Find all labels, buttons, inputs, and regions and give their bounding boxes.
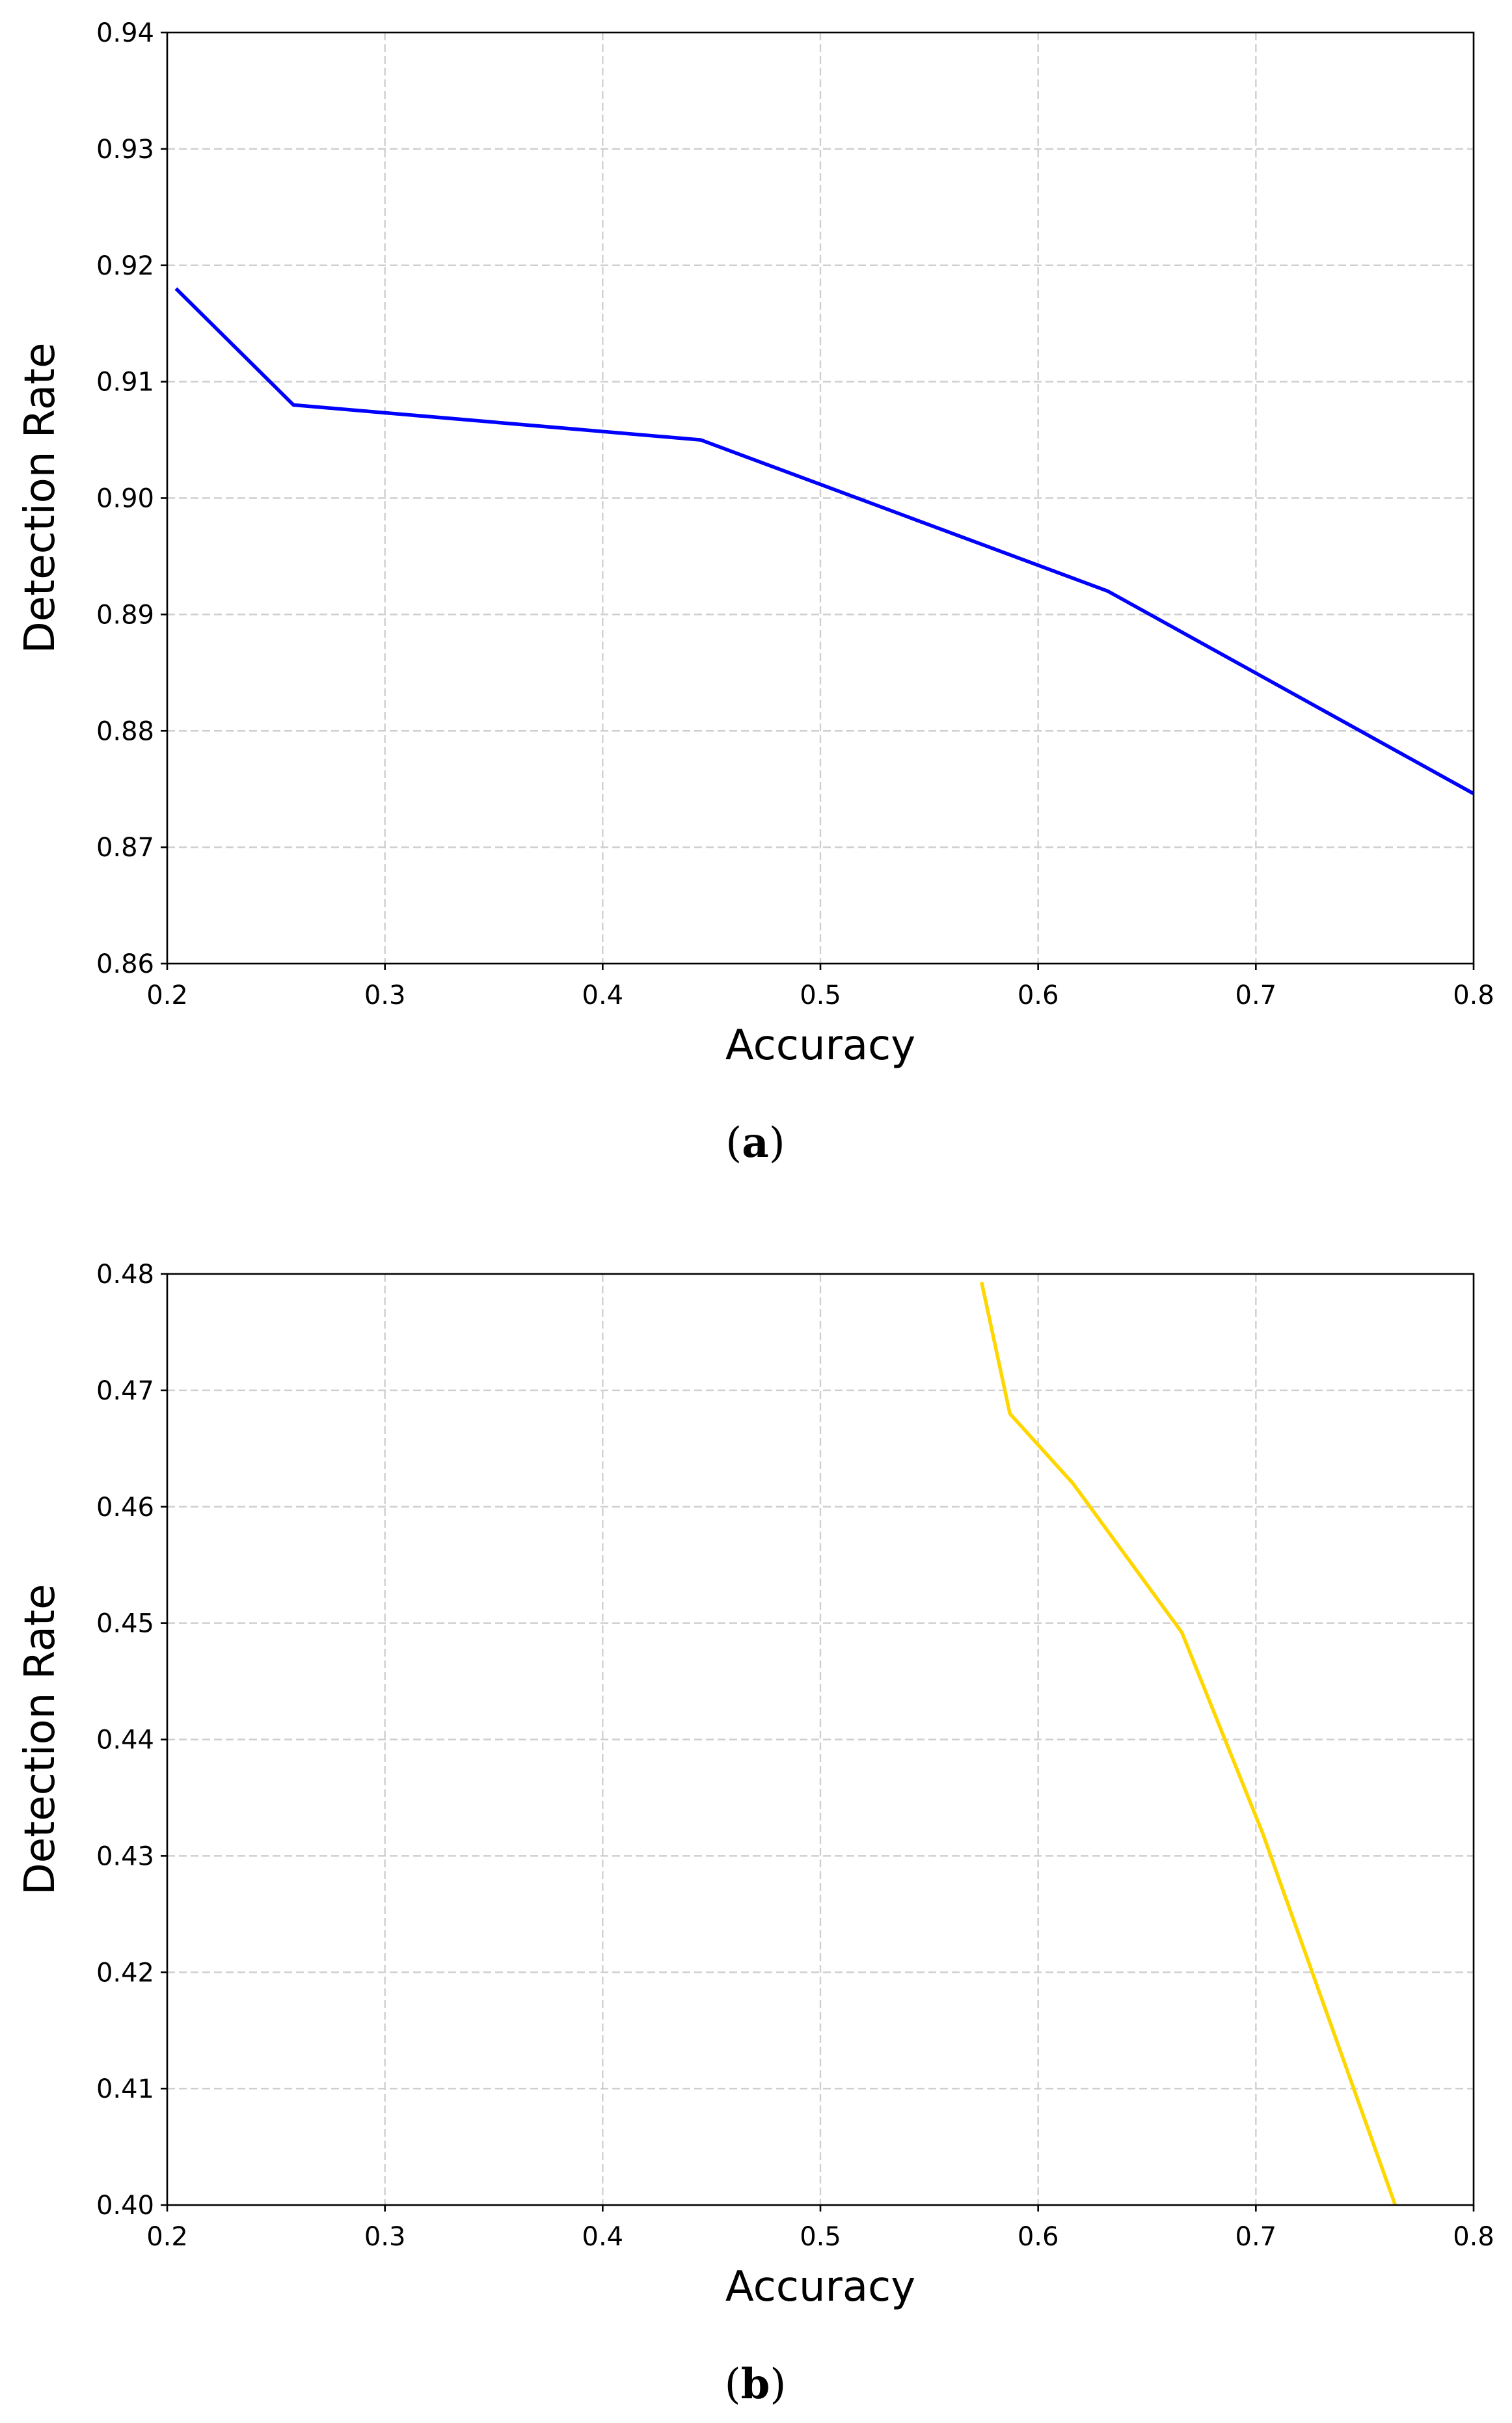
- y-tick-label: 0.91: [96, 368, 154, 398]
- x-tick-label: 0.4: [582, 2222, 624, 2252]
- x-axis-label: Accuracy: [725, 2263, 915, 2311]
- y-tick-label: 0.90: [96, 484, 154, 514]
- chart-panel-a: 0.2 0.3 0.4 0.5 0.6 0.7 0.8 0.86 0.87 0.88 0.89 0.9…: [16, 18, 1494, 1167]
- x-tick-label: 0.8: [1453, 981, 1494, 1010]
- x-tick-label: 0.2: [146, 2222, 188, 2252]
- y-tick-label: 0.44: [96, 1726, 154, 1755]
- x-tick-label: 0.6: [1018, 981, 1059, 1010]
- series-line-0: [980, 1281, 1397, 2205]
- x-tick-label: 0.2: [146, 981, 188, 1010]
- y-tick-label: 0.93: [96, 135, 154, 165]
- panel-caption: (b): [725, 2360, 787, 2409]
- y-tick-label: 0.47: [96, 1376, 154, 1406]
- y-tick-label: 0.86: [96, 949, 154, 979]
- y-tick-label: 0.89: [96, 600, 154, 630]
- x-tick-label: 0.5: [800, 2222, 841, 2252]
- chart-panel-b: 0.2 0.3 0.4 0.5 0.6 0.7 0.8 0.40 0.41 0.42 0.43 0.4…: [16, 1260, 1494, 2409]
- x-axis-label: Accuracy: [725, 1022, 915, 1070]
- x-tick-label: 0.8: [1453, 2222, 1494, 2252]
- y-tick-label: 0.92: [96, 251, 154, 281]
- y-axis-label: Detection Rate: [16, 1584, 64, 1895]
- y-tick-label: 0.88: [96, 716, 154, 746]
- x-tick-label: 0.7: [1235, 2222, 1277, 2252]
- x-tick-label: 0.3: [364, 2222, 406, 2252]
- y-tick-label: 0.41: [96, 2074, 154, 2104]
- x-tick-label: 0.7: [1235, 981, 1277, 1010]
- y-tick-label: 0.48: [96, 1260, 154, 1290]
- y-tick-label: 0.94: [96, 18, 154, 48]
- x-tick-label: 0.6: [1018, 2222, 1059, 2252]
- series-line-0: [174, 287, 1474, 796]
- y-tick-label: 0.45: [96, 1609, 154, 1639]
- panel-caption: (a): [725, 1118, 785, 1167]
- x-tick-label: 0.5: [800, 981, 841, 1010]
- x-tick-label: 0.4: [582, 981, 624, 1010]
- x-tick-label: 0.3: [364, 981, 406, 1010]
- y-tick-label: 0.43: [96, 1841, 154, 1871]
- y-tick-label: 0.46: [96, 1493, 154, 1523]
- y-axis-label: Detection Rate: [16, 343, 64, 654]
- y-tick-label: 0.87: [96, 833, 154, 863]
- y-tick-label: 0.40: [96, 2191, 154, 2221]
- y-tick-label: 0.42: [96, 1958, 154, 1988]
